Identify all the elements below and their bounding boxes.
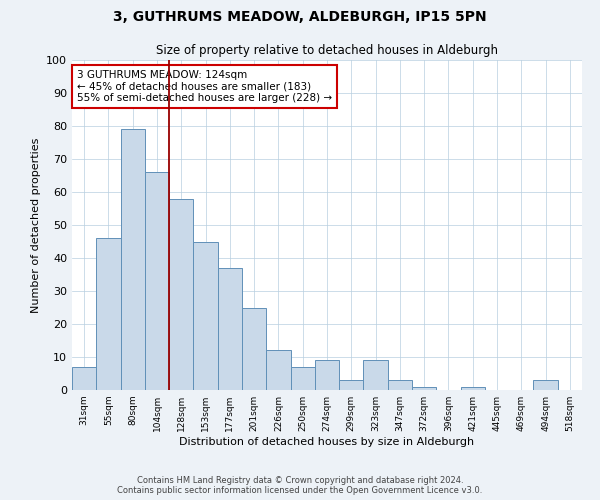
Bar — [242, 308, 266, 390]
Bar — [315, 360, 339, 390]
Bar — [218, 268, 242, 390]
Y-axis label: Number of detached properties: Number of detached properties — [31, 138, 41, 312]
Title: Size of property relative to detached houses in Aldeburgh: Size of property relative to detached ho… — [156, 44, 498, 58]
Bar — [121, 130, 145, 390]
Bar — [290, 367, 315, 390]
Bar — [388, 380, 412, 390]
Bar — [72, 367, 96, 390]
Bar — [364, 360, 388, 390]
Bar — [339, 380, 364, 390]
Bar — [461, 386, 485, 390]
Bar — [412, 386, 436, 390]
X-axis label: Distribution of detached houses by size in Aldeburgh: Distribution of detached houses by size … — [179, 437, 475, 447]
Bar — [145, 172, 169, 390]
Text: Contains HM Land Registry data © Crown copyright and database right 2024.
Contai: Contains HM Land Registry data © Crown c… — [118, 476, 482, 495]
Bar — [96, 238, 121, 390]
Bar — [533, 380, 558, 390]
Text: 3, GUTHRUMS MEADOW, ALDEBURGH, IP15 5PN: 3, GUTHRUMS MEADOW, ALDEBURGH, IP15 5PN — [113, 10, 487, 24]
Text: 3 GUTHRUMS MEADOW: 124sqm
← 45% of detached houses are smaller (183)
55% of semi: 3 GUTHRUMS MEADOW: 124sqm ← 45% of detac… — [77, 70, 332, 103]
Bar — [169, 198, 193, 390]
Bar — [193, 242, 218, 390]
Bar — [266, 350, 290, 390]
